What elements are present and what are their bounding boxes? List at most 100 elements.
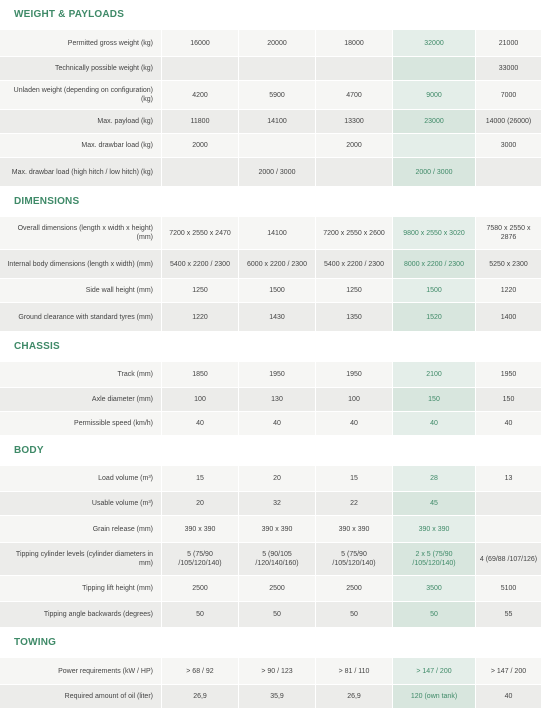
table-row: Tipping angle backwards (degrees) 50 50 50 5… — [0, 602, 541, 628]
value-cell: 130 — [239, 388, 316, 412]
value-cell: 5 (90/105 /120/140/160) — [239, 543, 316, 576]
value-cell: 14100 — [239, 217, 316, 250]
value-cell: 45 — [393, 492, 476, 516]
value-cell: 2 x 5 (75/90 /105/120/140) — [393, 543, 476, 576]
value-cell: 3500 — [393, 576, 476, 602]
table-row: Ground clearance with standard tyres (mm… — [0, 303, 541, 332]
value-cell: 26,9 — [162, 685, 239, 709]
value-cell: 23000 — [393, 110, 476, 134]
value-cell: 2500 — [239, 576, 316, 602]
table-row: Technically possible weight (kg) 33000 — [0, 57, 541, 81]
table-row: Max. drawbar load (high hitch / low hitc… — [0, 158, 541, 187]
row-label: Unladen weight (depending on configurati… — [0, 81, 162, 110]
row-label: Tipping angle backwards (degrees) — [0, 602, 162, 628]
value-cell: 28 — [393, 466, 476, 492]
section-title: TOWING — [14, 637, 57, 648]
value-cell: 20 — [239, 466, 316, 492]
table-row: Load volume (m³) 15 20 15 28 13 — [0, 466, 541, 492]
value-cell: 6000 x 2200 / 2300 — [239, 250, 316, 279]
value-cell — [316, 57, 393, 81]
value-cell: 50 — [393, 602, 476, 628]
value-cell: 7580 x 2550 x 2876 — [476, 217, 541, 250]
table-row: Side wall height (mm) 1250 1500 1250 1500 122… — [0, 279, 541, 303]
row-label: Grain release (mm) — [0, 516, 162, 543]
section-title: BODY — [14, 445, 44, 456]
value-cell: 1500 — [393, 279, 476, 303]
value-cell: 35,9 — [239, 685, 316, 709]
value-cell: 5 (75/90 /105/120/140) — [316, 543, 393, 576]
table-row: Tipping lift height (mm) 2500 2500 2500 3500… — [0, 576, 541, 602]
value-cell: 3000 — [476, 134, 541, 158]
value-cell: 2000 — [316, 134, 393, 158]
value-cell: 9800 x 2550 x 3020 — [393, 217, 476, 250]
value-cell: 26,9 — [316, 685, 393, 709]
value-cell: 33000 — [476, 57, 541, 81]
value-cell: 7000 — [476, 81, 541, 110]
value-cell: 14100 — [239, 110, 316, 134]
table-row: Required amount of oil (liter) 26,9 35,9 26… — [0, 685, 541, 709]
value-cell: 4 (69/88 /107/126) — [476, 543, 541, 576]
value-cell: 15 — [316, 466, 393, 492]
row-label: Permissible speed (km/h) — [0, 412, 162, 436]
table-row: Usable volume (m³) 20 32 22 45 — [0, 492, 541, 516]
value-cell: 50 — [239, 602, 316, 628]
value-cell: 4200 — [162, 81, 239, 110]
table-row: Permitted gross weight (kg) 16000 20000 180… — [0, 30, 541, 57]
row-label: Max. payload (kg) — [0, 110, 162, 134]
table-row: Power requirements (kW / HP) > 68 / 92 > 9… — [0, 658, 541, 685]
value-cell: 55 — [476, 602, 541, 628]
row-label: Max. drawbar load (high hitch / low hitc… — [0, 158, 162, 187]
value-cell: 50 — [162, 602, 239, 628]
table-row: Max. payload (kg) 11800 14100 13300 23000 140… — [0, 110, 541, 134]
row-label: Axle diameter (mm) — [0, 388, 162, 412]
section-title: WEIGHT & PAYLOADS — [14, 9, 125, 20]
value-cell: 15 — [162, 466, 239, 492]
value-cell: 390 x 390 — [162, 516, 239, 543]
value-cell: 1400 — [476, 303, 541, 332]
value-cell: 7200 x 2550 x 2600 — [316, 217, 393, 250]
table-row: Axle diameter (mm) 100 130 100 150 150 — [0, 388, 541, 412]
value-cell: 40 — [393, 412, 476, 436]
value-cell — [476, 492, 541, 516]
value-cell — [239, 134, 316, 158]
row-label: Required amount of oil (liter) — [0, 685, 162, 709]
value-cell — [239, 57, 316, 81]
value-cell: 20000 — [239, 30, 316, 57]
row-label: Internal body dimensions (length x width… — [0, 250, 162, 279]
value-cell: 390 x 390 — [393, 516, 476, 543]
value-cell: 11800 — [162, 110, 239, 134]
value-cell: 8000 x 2200 / 2300 — [393, 250, 476, 279]
row-label: Technically possible weight (kg) — [0, 57, 162, 81]
row-label: Usable volume (m³) — [0, 492, 162, 516]
value-cell: 1950 — [476, 362, 541, 388]
table-row: Tipping cylinder levels (cylinder diamet… — [0, 543, 541, 576]
table-row: Track (mm) 1850 1950 1950 2100 1950 — [0, 362, 541, 388]
table-row: Permissible speed (km/h) 40 40 40 40 40 — [0, 412, 541, 436]
value-cell: 40 — [316, 412, 393, 436]
row-label: Max. drawbar load (kg) — [0, 134, 162, 158]
value-cell — [316, 158, 393, 187]
value-cell: 2500 — [316, 576, 393, 602]
row-label: Permitted gross weight (kg) — [0, 30, 162, 57]
value-cell: > 68 / 92 — [162, 658, 239, 685]
value-cell: 16000 — [162, 30, 239, 57]
value-cell: 40 — [476, 412, 541, 436]
value-cell: 100 — [162, 388, 239, 412]
row-label: Load volume (m³) — [0, 466, 162, 492]
value-cell: 150 — [393, 388, 476, 412]
row-label: Tipping lift height (mm) — [0, 576, 162, 602]
value-cell: > 147 / 200 — [476, 658, 541, 685]
value-cell: 100 — [316, 388, 393, 412]
value-cell: 1950 — [316, 362, 393, 388]
row-label: Ground clearance with standard tyres (mm… — [0, 303, 162, 332]
value-cell: 1520 — [393, 303, 476, 332]
row-label: Tipping cylinder levels (cylinder diamet… — [0, 543, 162, 576]
row-label: Power requirements (kW / HP) — [0, 658, 162, 685]
value-cell: 2000 / 3000 — [239, 158, 316, 187]
value-cell: 5400 x 2200 / 2300 — [162, 250, 239, 279]
value-cell: > 147 / 200 — [393, 658, 476, 685]
value-cell: 32 — [239, 492, 316, 516]
value-cell: 14000 (26000) — [476, 110, 541, 134]
value-cell: > 90 / 123 — [239, 658, 316, 685]
